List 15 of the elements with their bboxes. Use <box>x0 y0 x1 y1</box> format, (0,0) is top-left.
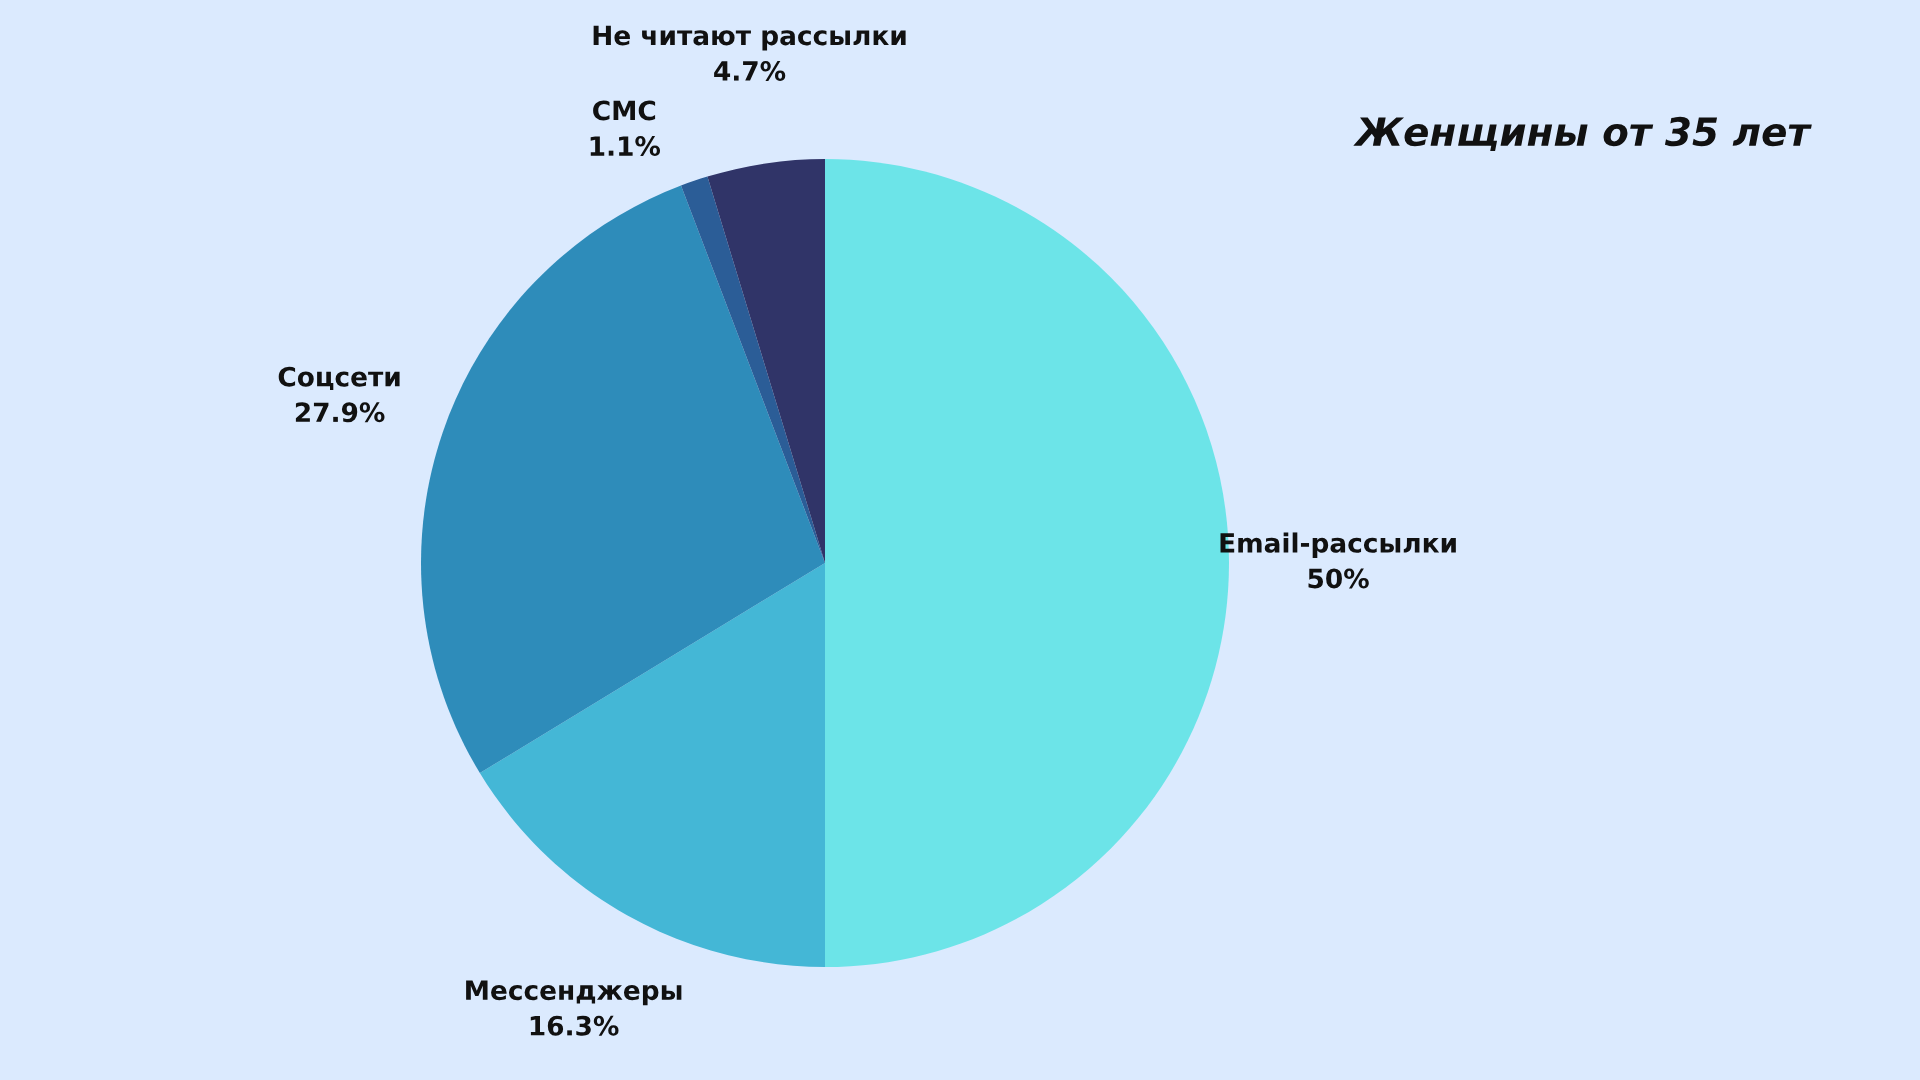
slice-label: Соцсети <box>278 366 400 390</box>
slice-label: Мессенджеры <box>466 980 682 1006</box>
slice-label: Email-рассылки <box>1220 532 1456 558</box>
slice-label: СМС <box>593 100 656 121</box>
slice-label: Не читают рассылки <box>593 25 906 51</box>
data-label: 16.3% <box>530 1015 619 1036</box>
data-label: 4.7% <box>714 60 786 81</box>
data-label: 27.9% <box>295 402 385 423</box>
text: Женщины от 35 лет <box>1353 116 1812 152</box>
pie-slice <box>707 159 825 563</box>
pie-slice <box>479 563 825 967</box>
data-label: 1.1% <box>590 136 661 157</box>
pie-slice <box>681 176 825 563</box>
pie-slice <box>421 185 825 774</box>
data-label: 50% <box>1308 568 1369 589</box>
